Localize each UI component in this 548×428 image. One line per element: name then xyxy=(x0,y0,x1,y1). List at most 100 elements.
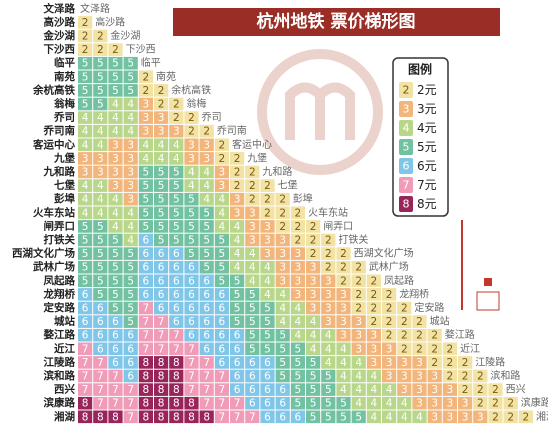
fare-cell xyxy=(184,111,199,124)
fare-value: 2 xyxy=(158,85,165,97)
fare-value: 4 xyxy=(279,316,286,328)
fare-value: 2 xyxy=(203,126,210,138)
fare-value: 7 xyxy=(127,384,134,396)
fare-cell xyxy=(306,342,321,356)
fare-value: 3 xyxy=(355,330,362,342)
fare-cell xyxy=(93,274,108,288)
fare-cell xyxy=(138,274,153,288)
fare-value: 4 xyxy=(295,316,302,328)
fare-value: 5 xyxy=(295,371,302,383)
fare-value: 3 xyxy=(264,221,271,233)
fare-value: 6 xyxy=(143,248,150,260)
fare-cell xyxy=(154,356,169,369)
fare-cell xyxy=(321,315,336,328)
fare-value: 3 xyxy=(127,194,134,206)
fare-value: 6 xyxy=(295,411,302,423)
fare-value: 5 xyxy=(112,235,119,247)
fare-value: 3 xyxy=(97,153,104,165)
fare-cell xyxy=(458,383,473,396)
fare-value: 7 xyxy=(97,357,104,369)
fare-cell xyxy=(78,315,93,328)
legend-number: 6 xyxy=(403,160,410,173)
fare-value: 5 xyxy=(249,343,256,355)
fare-cell xyxy=(184,165,199,179)
fare-cell xyxy=(230,328,245,342)
station-name: 定安路 xyxy=(43,301,76,314)
fare-cell xyxy=(138,111,153,124)
fare-value: 2 xyxy=(355,303,362,315)
fare-cell xyxy=(245,396,260,410)
fare-value: 2 xyxy=(173,99,180,111)
station-name: 滨和路 xyxy=(44,369,76,382)
fare-value: 3 xyxy=(127,153,134,165)
fare-value: 5 xyxy=(173,167,180,179)
fare-cell xyxy=(275,274,290,288)
fare-cell xyxy=(351,274,366,288)
fare-value: 4 xyxy=(386,384,393,396)
fare-cell xyxy=(93,138,108,152)
fare-cell xyxy=(108,206,123,220)
fare-cell xyxy=(123,124,138,138)
fare-cell xyxy=(214,288,229,301)
station-name: 闸弄口 xyxy=(44,219,76,232)
fare-cell xyxy=(260,206,275,220)
fare-value: 3 xyxy=(386,371,393,383)
fare-cell xyxy=(214,233,229,247)
fare-value: 2 xyxy=(401,303,408,315)
fare-cell xyxy=(275,356,290,369)
station-name: 近江 xyxy=(54,342,75,355)
diagonal-station: 西湖文化广场 xyxy=(354,247,414,260)
fare-cell xyxy=(397,356,412,369)
fare-cell xyxy=(78,369,93,383)
fare-value: 5 xyxy=(143,180,150,192)
fare-cell xyxy=(290,328,305,342)
fare-cell xyxy=(123,369,138,383)
fare-value: 3 xyxy=(431,411,438,423)
fare-cell xyxy=(138,260,153,274)
fare-cell xyxy=(184,274,199,288)
fare-cell xyxy=(154,301,169,315)
fare-value: 2 xyxy=(355,289,362,301)
fare-value: 6 xyxy=(249,371,256,383)
fare-value: 6 xyxy=(97,343,104,355)
fare-value: 7 xyxy=(97,371,104,383)
fare-value: 2 xyxy=(325,262,332,274)
fare-cell xyxy=(93,301,108,315)
fare-cell xyxy=(260,369,275,383)
fare-value: 7 xyxy=(127,398,134,410)
fare-value: 4 xyxy=(386,411,393,423)
fare-value: 6 xyxy=(249,398,256,410)
fare-cell xyxy=(275,383,290,396)
fare-value: 2 xyxy=(295,221,302,233)
fare-cell xyxy=(154,342,169,356)
fare-cell xyxy=(214,315,229,328)
fare-cell xyxy=(78,192,93,206)
fare-value: 4 xyxy=(279,289,286,301)
fare-cell xyxy=(169,165,184,179)
fare-value: 5 xyxy=(112,289,119,301)
fare-value: 2 xyxy=(234,167,241,179)
fare-cell xyxy=(230,179,245,192)
fare-value: 2 xyxy=(279,221,286,233)
fare-value: 5 xyxy=(249,316,256,328)
fare-cell xyxy=(230,396,245,410)
fare-value: 3 xyxy=(431,371,438,383)
fare-cell xyxy=(397,410,412,424)
fare-cell xyxy=(169,315,184,328)
fare-cell xyxy=(518,410,533,424)
fare-cell xyxy=(108,43,123,56)
fare-cell xyxy=(108,97,123,111)
fare-value: 8 xyxy=(82,411,89,423)
fare-value: 5 xyxy=(97,58,104,70)
station-name: 客运中心 xyxy=(32,138,75,151)
fare-value: 8 xyxy=(173,357,180,369)
fare-cell xyxy=(108,84,123,97)
fare-value: 7 xyxy=(173,343,180,355)
fare-value: 6 xyxy=(203,330,210,342)
fare-value: 3 xyxy=(355,316,362,328)
diagonal-station: 近江 xyxy=(460,342,480,355)
fare-value: 6 xyxy=(173,275,180,287)
fare-value: 2 xyxy=(340,248,347,260)
fare-cell xyxy=(169,356,184,369)
fare-cell xyxy=(199,233,214,247)
